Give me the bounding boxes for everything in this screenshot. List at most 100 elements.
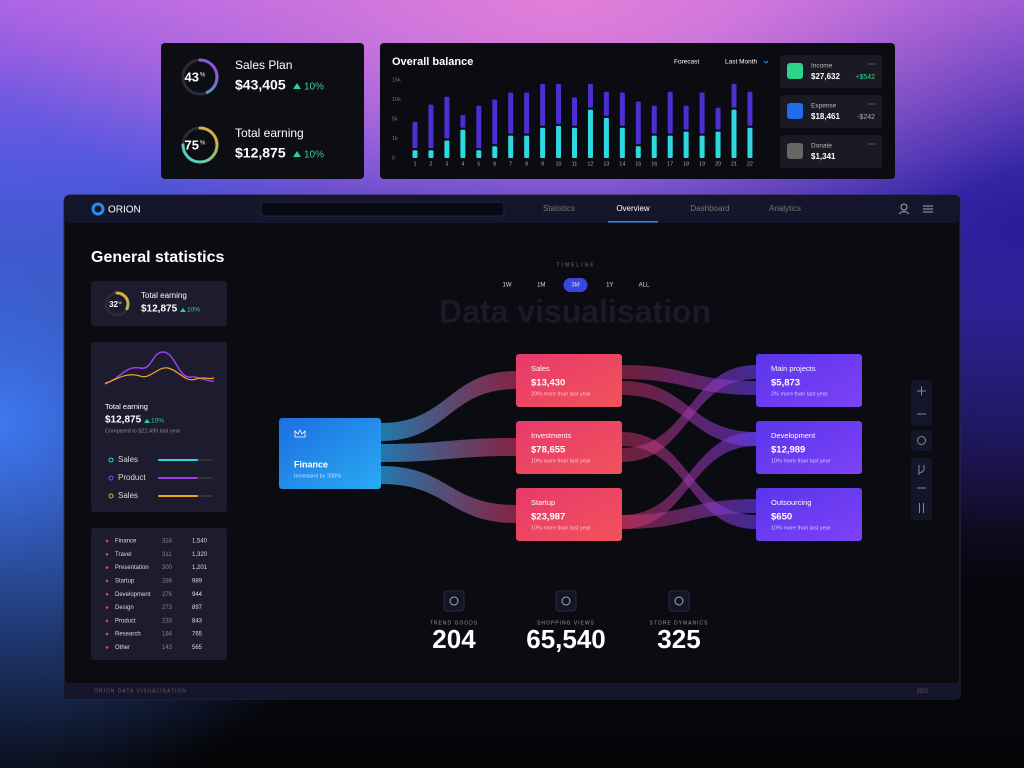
tool-button[interactable] <box>911 430 932 451</box>
row-dot <box>105 579 109 583</box>
card-change: 10% <box>304 150 324 161</box>
source-node[interactable] <box>279 418 381 489</box>
node-note: 10% more than last year <box>771 525 831 531</box>
x-tick-label: 22 <box>747 161 753 167</box>
search-bar[interactable] <box>260 201 505 217</box>
account-card[interactable] <box>780 95 882 128</box>
x-tick-label: 13 <box>603 161 609 167</box>
nav-tab[interactable]: Analytics <box>769 204 801 213</box>
bar <box>492 99 498 145</box>
up-arrow <box>180 308 186 312</box>
node-note: 20% more than last year <box>531 391 591 397</box>
user-icon[interactable] <box>900 203 908 211</box>
row-name: Other <box>115 645 130 651</box>
stat-icon <box>555 590 577 612</box>
node-note: 2% more than last year <box>771 391 828 397</box>
node-label: Sales <box>531 364 550 373</box>
node-label: Outsourcing <box>771 498 811 507</box>
y-tick-label: 15k <box>392 77 401 83</box>
node-label: Development <box>771 431 816 440</box>
forecast[interactable]: Forecast <box>674 59 699 66</box>
row-name: Development <box>115 592 151 598</box>
legend-bar <box>158 459 198 461</box>
nav-tab[interactable]: Overview <box>616 204 650 213</box>
timeline-option[interactable]: ALL <box>639 283 650 289</box>
row-dot <box>105 606 109 609</box>
x-tick-label: 14 <box>619 161 625 167</box>
dropdown-arrow <box>763 60 769 64</box>
bar <box>667 91 673 134</box>
flow <box>622 365 756 462</box>
trend-line <box>104 367 215 385</box>
row-value: 944 <box>192 592 203 598</box>
bar <box>556 125 562 158</box>
nav-tab[interactable]: Dashboard <box>690 204 729 213</box>
account-amount: $27,632 <box>811 72 840 81</box>
row-dot <box>105 646 109 649</box>
row-dot <box>105 566 109 569</box>
timeline-option[interactable]: 1Y <box>606 283 613 289</box>
card-change: 10% <box>187 307 200 314</box>
ring-progress <box>104 291 130 317</box>
node[interactable] <box>516 354 622 407</box>
row-name: Startup <box>115 578 135 584</box>
balance-title: Overall balance <box>392 56 473 68</box>
bar <box>428 150 434 158</box>
stat-icon <box>443 590 465 612</box>
bar <box>524 135 530 158</box>
settings-icon[interactable] <box>923 205 933 213</box>
legend-dot <box>108 457 114 463</box>
earning-card <box>91 281 227 326</box>
card-change: 10% <box>304 82 324 93</box>
timeline-option[interactable]: 3M <box>571 283 579 289</box>
row-value: 897 <box>192 605 203 611</box>
stat-value: 204 <box>432 624 476 654</box>
nav-tab[interactable]: Statistics <box>543 204 575 213</box>
timeline-option[interactable]: 1M <box>537 283 545 289</box>
bar <box>715 107 721 130</box>
up-arrow <box>293 83 301 89</box>
x-tick-label: 12 <box>587 161 593 167</box>
row-dot <box>105 632 109 636</box>
ring-percent: 43 <box>185 69 199 84</box>
row-name: Product <box>115 618 136 624</box>
row-count: 324 <box>162 539 173 545</box>
bar <box>540 127 546 158</box>
account-label: Donate <box>811 143 832 150</box>
x-tick-label: 2 <box>429 161 432 167</box>
account-card[interactable] <box>780 135 882 168</box>
card-amount: $43,405 <box>235 77 286 93</box>
account-card[interactable] <box>780 55 882 88</box>
timeline-label: TIMELINE <box>556 262 595 268</box>
x-tick-label: 11 <box>572 161 578 167</box>
node[interactable] <box>516 488 622 541</box>
node[interactable] <box>756 421 862 474</box>
account-change: -$242 <box>857 114 875 121</box>
stat-label: STORE DYMANICS <box>650 620 709 626</box>
x-tick-label: 7 <box>509 161 512 167</box>
legend-label: Sales <box>118 455 138 464</box>
footer-bar <box>64 683 960 699</box>
row-value: 1,320 <box>192 552 208 558</box>
x-tick-label: 9 <box>541 161 544 167</box>
row-name: Design <box>115 605 134 611</box>
row-name: Finance <box>115 539 137 545</box>
zoom-controls <box>911 380 932 426</box>
account-label: Expense <box>811 103 837 110</box>
section-title: General statistics <box>91 249 225 266</box>
node[interactable] <box>756 488 862 541</box>
bar <box>715 131 721 158</box>
account-icon <box>787 63 803 79</box>
period-select[interactable]: Last Month <box>725 59 758 66</box>
trend-card <box>91 342 227 512</box>
bar <box>667 135 673 158</box>
card-label: Total earning <box>105 402 148 411</box>
card-label: Sales Plan <box>235 58 292 72</box>
zoom-icons[interactable] <box>917 386 926 415</box>
timeline-option[interactable]: 1W <box>503 283 512 289</box>
y-tick-label: 10k <box>392 97 401 103</box>
node[interactable] <box>516 421 622 474</box>
tool-icons[interactable] <box>917 465 926 513</box>
node[interactable] <box>756 354 862 407</box>
